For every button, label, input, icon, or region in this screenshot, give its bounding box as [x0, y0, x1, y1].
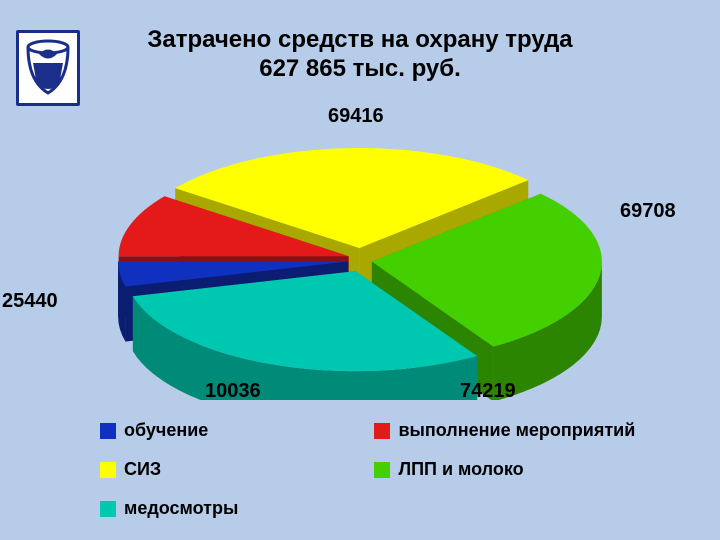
- value-label-lpp: 69708: [620, 200, 676, 223]
- value-label-siz: 69416: [328, 105, 384, 128]
- value-label-obuchenie: 25440: [2, 290, 58, 313]
- legend-label-meropriyatiya: выполнение мероприятий: [398, 420, 635, 441]
- value-label-meropriyatiya: 74219: [460, 380, 516, 403]
- legend-swatch-medosmotry: [100, 501, 116, 517]
- title-line-2: 627 865 тыс. руб.: [0, 55, 720, 84]
- legend-swatch-meropriyatiya: [374, 423, 390, 439]
- legend-swatch-lpp: [374, 462, 390, 478]
- legend-label-obuchenie: обучение: [124, 420, 208, 441]
- slide-root: Затрачено средств на охрану труда 627 86…: [0, 0, 720, 540]
- legend-swatch-obuchenie: [100, 423, 116, 439]
- value-label-medosmotry: 10036: [205, 380, 261, 403]
- legend-swatch-siz: [100, 462, 116, 478]
- chart-title: Затрачено средств на охрану труда 627 86…: [0, 26, 720, 84]
- legend-item-obuchenie: обучение: [100, 420, 370, 441]
- legend-item-meropriyatiya: выполнение мероприятий: [374, 420, 644, 441]
- chart-legend: обучение СИЗ медосмотры выполнение меропри…: [100, 420, 660, 537]
- legend-item-siz: СИЗ: [100, 459, 370, 480]
- legend-item-medosmotry: медосмотры: [100, 498, 370, 519]
- legend-label-siz: СИЗ: [124, 459, 161, 480]
- legend-label-lpp: ЛПП и молоко: [398, 459, 523, 480]
- legend-label-medosmotry: медосмотры: [124, 498, 238, 519]
- title-line-1: Затрачено средств на охрану труда: [0, 26, 720, 55]
- pie-chart: 2544069416697087421910036: [60, 120, 660, 400]
- legend-item-lpp: ЛПП и молоко: [374, 459, 644, 480]
